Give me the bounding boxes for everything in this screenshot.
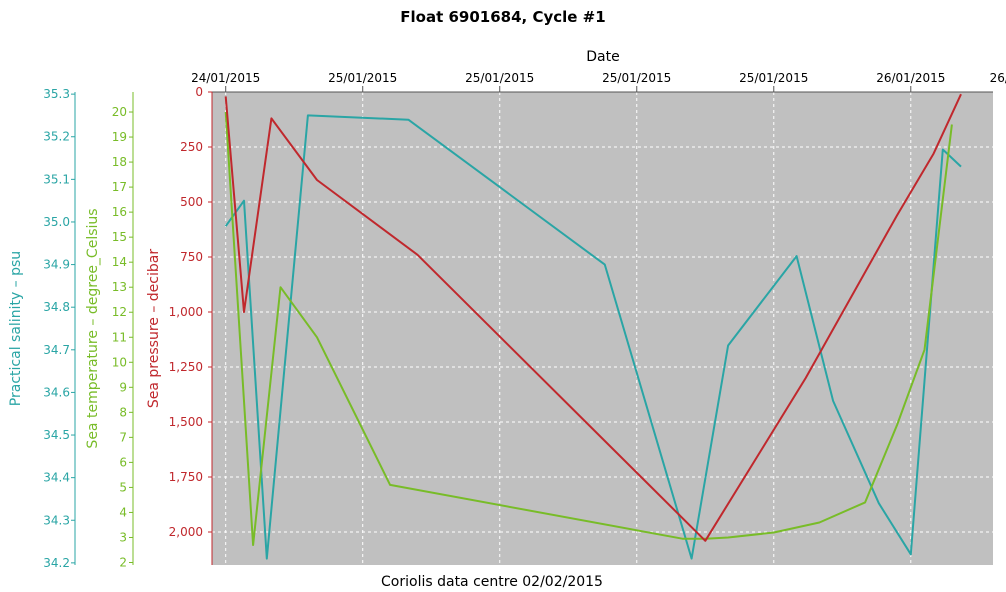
- temperature-tick-label: 11: [112, 330, 127, 344]
- pressure-tick-label: 1,500: [169, 415, 203, 429]
- pressure-tick-label: 1,750: [169, 470, 203, 484]
- salinity-tick-label: 34.5: [43, 428, 70, 442]
- temperature-tick-label: 2: [119, 555, 127, 569]
- pressure-tick-label: 2,000: [169, 525, 203, 539]
- pressure-tick-label: 1,000: [169, 305, 203, 319]
- temperature-tick-label: 20: [112, 105, 127, 119]
- x-axis-ticks: 24/01/2015 25/01/2015 25/01/2015 25/01/2015…: [191, 71, 1006, 93]
- temperature-tick-label: 9: [119, 380, 127, 394]
- x-tick-label: 25/01/2015: [328, 71, 397, 85]
- x-axis-label: Date: [586, 49, 619, 65]
- salinity-axis-label: Practical salinity – psu: [8, 251, 24, 406]
- temperature-axis-label: Sea temperature – degree_Celsius: [85, 208, 101, 448]
- y-axes: 0 250 500 750 1,000 1,250 1,500 1,750 2,000 Sea p…: [8, 85, 213, 570]
- series-line-temperature: [224, 111, 953, 546]
- chart-title: Float 6901684, Cycle #1: [400, 8, 605, 26]
- pressure-axis-label: Sea pressure – decibar: [146, 249, 162, 408]
- x-tick-label: 25/01/2015: [739, 71, 808, 85]
- salinity-tick-label: 34.4: [43, 471, 70, 485]
- temperature-tick-label: 3: [119, 530, 127, 544]
- temperature-tick-label: 6: [119, 455, 127, 469]
- salinity-tick-label: 34.9: [43, 258, 70, 272]
- salinity-tick-label: 34.6: [43, 385, 70, 399]
- x-tick-label: 25/01/2015: [465, 71, 534, 85]
- x-tick-label: 25/01/2015: [602, 71, 671, 85]
- series-layer: [224, 93, 962, 560]
- salinity-tick-label: 35.3: [43, 87, 70, 101]
- x-tick-label: 26/01/2015: [876, 71, 945, 85]
- salinity-tick-label: 35.1: [43, 172, 70, 186]
- plot-area: [212, 92, 993, 565]
- data-credit: Coriolis data centre 02/02/2015: [381, 574, 603, 590]
- temperature-tick-label: 8: [119, 405, 127, 419]
- series-line-salinity: [224, 114, 962, 560]
- pressure-tick-label: 0: [195, 85, 203, 99]
- salinity-tick-label: 34.3: [43, 513, 70, 527]
- pressure-tick-label: 250: [180, 140, 203, 154]
- x-tick-label: 24/01/2015: [191, 71, 260, 85]
- temperature-tick-label: 5: [119, 480, 127, 494]
- temperature-tick-label: 14: [112, 255, 127, 269]
- salinity-tick-label: 34.2: [43, 556, 70, 570]
- temperature-tick-label: 12: [112, 305, 127, 319]
- pressure-tick-label: 750: [180, 250, 203, 264]
- pressure-tick-label: 500: [180, 195, 203, 209]
- temperature-tick-label: 4: [119, 505, 127, 519]
- temperature-tick-label: 18: [112, 155, 127, 169]
- salinity-tick-label: 34.8: [43, 300, 70, 314]
- temperature-tick-label: 13: [112, 280, 127, 294]
- series-line-pressure: [224, 93, 962, 542]
- grid-lines: [212, 91, 993, 565]
- temperature-tick-label: 16: [112, 205, 127, 219]
- temperature-tick-label: 17: [112, 180, 127, 194]
- temperature-tick-label: 7: [119, 430, 127, 444]
- pressure-tick-label: 1,250: [169, 360, 203, 374]
- temperature-tick-label: 10: [112, 355, 127, 369]
- temperature-tick-label: 15: [112, 230, 127, 244]
- temperature-tick-label: 19: [112, 130, 127, 144]
- salinity-tick-label: 35.0: [43, 215, 70, 229]
- x-tick-label: 26/01/201: [990, 71, 1006, 85]
- salinity-tick-label: 35.2: [43, 130, 70, 144]
- salinity-tick-label: 34.7: [43, 343, 70, 357]
